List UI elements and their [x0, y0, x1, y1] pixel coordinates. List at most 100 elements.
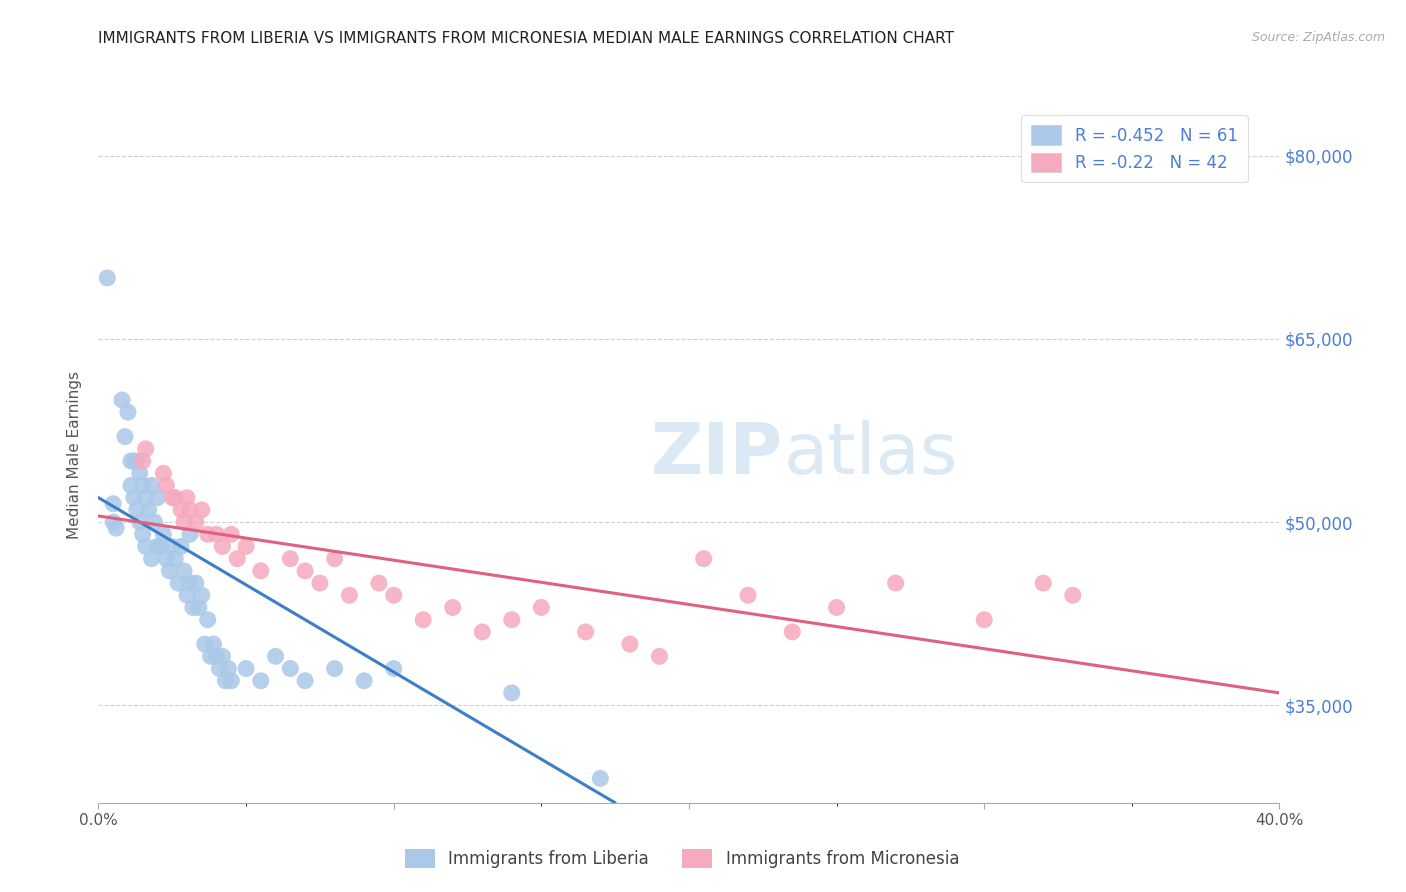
Point	[211, 540, 233, 554]
Point	[120, 478, 142, 492]
Point	[187, 600, 209, 615]
Point	[1032, 576, 1054, 591]
Point	[176, 491, 198, 505]
Point	[103, 497, 125, 511]
Point	[1062, 588, 1084, 602]
Point	[530, 600, 553, 615]
Point	[471, 624, 494, 639]
Point	[135, 540, 157, 554]
Point	[197, 613, 219, 627]
Point	[184, 576, 207, 591]
Point	[194, 637, 217, 651]
Point	[205, 527, 228, 541]
Point	[737, 588, 759, 602]
Point	[294, 673, 316, 688]
Point	[170, 540, 193, 554]
Point	[264, 649, 287, 664]
Point	[184, 515, 207, 529]
Point	[323, 551, 346, 566]
Text: ZIP: ZIP	[651, 420, 783, 490]
Point	[205, 649, 228, 664]
Point	[103, 515, 125, 529]
Point	[412, 613, 434, 627]
Text: Source: ZipAtlas.com: Source: ZipAtlas.com	[1251, 31, 1385, 45]
Point	[152, 467, 174, 481]
Point	[125, 503, 148, 517]
Point	[382, 588, 405, 602]
Point	[96, 271, 118, 285]
Point	[149, 540, 172, 554]
Point	[141, 551, 163, 566]
Point	[339, 588, 360, 602]
Point	[105, 521, 128, 535]
Point	[141, 478, 163, 492]
Point	[173, 564, 195, 578]
Point	[211, 649, 233, 664]
Point	[143, 515, 166, 529]
Point	[122, 454, 145, 468]
Point	[693, 551, 716, 566]
Point	[368, 576, 391, 591]
Point	[125, 454, 148, 468]
Point	[165, 491, 187, 505]
Point	[128, 467, 150, 481]
Point	[208, 661, 231, 675]
Legend: Immigrants from Liberia, Immigrants from Micronesia: Immigrants from Liberia, Immigrants from…	[398, 842, 966, 875]
Point	[135, 442, 157, 456]
Point	[648, 649, 671, 664]
Point	[214, 673, 236, 688]
Point	[221, 673, 243, 688]
Point	[120, 454, 142, 468]
Point	[309, 576, 332, 591]
Point	[146, 491, 169, 505]
Point	[235, 540, 257, 554]
Point	[132, 478, 155, 492]
Text: IMMIGRANTS FROM LIBERIA VS IMMIGRANTS FROM MICRONESIA MEDIAN MALE EARNINGS CORRE: IMMIGRANTS FROM LIBERIA VS IMMIGRANTS FR…	[98, 31, 955, 46]
Point	[278, 661, 302, 675]
Point	[574, 624, 596, 639]
Point	[132, 527, 155, 541]
Y-axis label: Median Male Earnings: Median Male Earnings	[67, 371, 83, 539]
Point	[202, 637, 225, 651]
Point	[135, 491, 157, 505]
Point	[235, 661, 257, 675]
Point	[221, 527, 243, 541]
Point	[619, 637, 641, 651]
Point	[155, 551, 177, 566]
Point	[197, 527, 219, 541]
Point	[117, 405, 139, 419]
Point	[294, 564, 316, 578]
Point	[162, 540, 183, 554]
Point	[278, 551, 302, 566]
Point	[191, 588, 214, 602]
Point	[217, 661, 239, 675]
Point	[173, 515, 195, 529]
Point	[176, 588, 198, 602]
Point	[181, 600, 204, 615]
Point	[146, 540, 169, 554]
Point	[179, 527, 201, 541]
Point	[353, 673, 375, 688]
Point	[501, 686, 523, 700]
Point	[200, 649, 222, 664]
Point	[152, 527, 174, 541]
Point	[132, 454, 155, 468]
Point	[250, 673, 273, 688]
Point	[250, 564, 273, 578]
Text: atlas: atlas	[783, 420, 957, 490]
Point	[323, 661, 346, 675]
Point	[138, 503, 160, 517]
Point	[501, 613, 523, 627]
Point	[825, 600, 848, 615]
Point	[382, 661, 405, 675]
Point	[167, 576, 190, 591]
Point	[114, 429, 136, 443]
Point	[111, 392, 134, 407]
Point	[157, 564, 180, 578]
Point	[165, 551, 187, 566]
Point	[170, 503, 193, 517]
Point	[441, 600, 464, 615]
Point	[122, 491, 145, 505]
Point	[179, 503, 201, 517]
Point	[226, 551, 249, 566]
